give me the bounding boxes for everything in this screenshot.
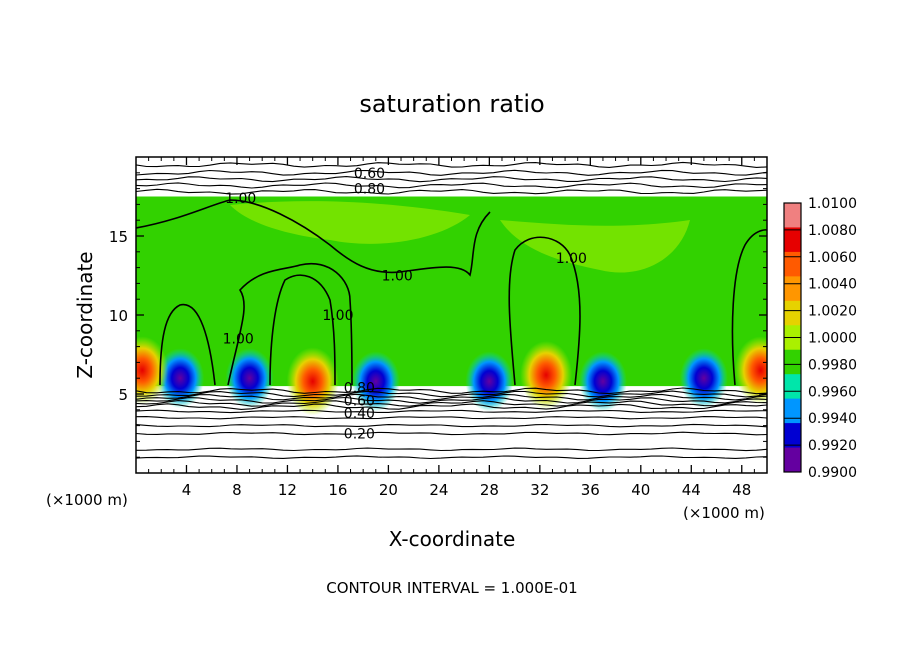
x-axis-title: X-coordinate [389, 527, 516, 551]
colorbar-label: 1.0080 [808, 223, 857, 239]
contour-label: 1.00 [223, 332, 254, 348]
cold-core [465, 351, 514, 412]
x-tick-label: 36 [581, 481, 600, 499]
colorbar-label: 1.0040 [808, 277, 857, 293]
isoline-lower [136, 387, 767, 395]
colorbar-label: 0.9980 [808, 357, 857, 373]
contour-label: 0.20 [344, 427, 375, 443]
colorbar-label: 1.0020 [808, 304, 857, 320]
colorbar-label: 1.0100 [808, 196, 857, 212]
warm-core [136, 336, 169, 405]
colorbar-label: 0.9900 [808, 465, 857, 481]
warm-core [520, 341, 573, 410]
lime-patch [230, 201, 470, 244]
isoline-upper [136, 182, 767, 189]
colorbar-label: 1.0060 [808, 250, 857, 266]
contour-1.00-upper [136, 199, 491, 277]
isoline-lower [136, 455, 767, 460]
isoline-lower [136, 400, 767, 407]
colorbar-swatch [784, 398, 801, 424]
isoline-lower [136, 390, 767, 398]
colorbar-swatch [784, 447, 801, 473]
colorbar-swatch [784, 227, 801, 253]
y-axis-title: Z-coordinate [73, 251, 97, 378]
x-tick-label: 48 [732, 481, 751, 499]
colorbar-label: 0.9920 [808, 438, 857, 454]
colorbar-label: 1.0000 [808, 331, 857, 347]
cold-core [679, 348, 728, 409]
isoline-lower [136, 396, 767, 404]
isoline-upper [136, 176, 767, 183]
x-tick-label: 24 [429, 481, 448, 499]
x-tick-label: 4 [182, 481, 192, 499]
contour-label: 1.00 [556, 251, 587, 267]
y-tick-label: 5 [118, 386, 128, 404]
isoline-lower [136, 409, 767, 414]
contour-label: 0.60 [344, 393, 375, 409]
x-tick-label: 40 [631, 481, 650, 499]
colorbar-label: 0.9940 [808, 411, 857, 427]
colorbar-swatch [784, 276, 801, 302]
x-tick-label: 12 [278, 481, 297, 499]
contour-label: 0.60 [354, 166, 385, 182]
isoline-lower [136, 416, 767, 420]
contour-label: 0.80 [354, 182, 385, 198]
colorbar-swatch [784, 251, 801, 277]
isoline-lower [136, 393, 767, 401]
colorbar-swatch [784, 203, 801, 228]
lime-patch [500, 220, 690, 273]
y-tick-label: 15 [109, 228, 128, 246]
contour-label: 1.00 [322, 308, 353, 324]
y-tick-label: 10 [109, 307, 128, 325]
colorbar-swatch [784, 349, 801, 375]
isoline-upper [136, 188, 767, 195]
x-tick-label: 44 [682, 481, 701, 499]
cold-core [225, 348, 274, 409]
x-tick-label: 16 [328, 481, 347, 499]
warm-core [734, 336, 767, 405]
isoline-upper [136, 169, 767, 176]
contour-label: 1.00 [382, 269, 413, 285]
x-tick-label: 28 [480, 481, 499, 499]
chart-title: saturation ratio [359, 90, 544, 118]
isoline-upper [136, 161, 767, 168]
colorbar-swatch [784, 374, 801, 400]
x-tick-label: 20 [379, 481, 398, 499]
isoline-lower [136, 431, 767, 436]
contour-label: 0.40 [344, 406, 375, 422]
x-tick-label: 32 [530, 481, 549, 499]
colorbar-swatch [784, 423, 801, 449]
contour-1.00-column [731, 229, 767, 386]
colorbar-label: 0.9960 [808, 384, 857, 400]
isoline-lower [136, 403, 767, 410]
contour-label: 1.00 [225, 191, 256, 207]
x-unit-right: (×1000 m) [683, 504, 765, 522]
colorbar-swatch [784, 300, 801, 326]
contour-1.00-column [269, 274, 336, 386]
contour-1.00-column [227, 262, 353, 386]
isoline-lower [136, 423, 767, 428]
colorbar: 1.0100 1.0080 1.0060 1.0040 1.0020 1.0000 0.99… [783, 196, 857, 481]
cold-core [351, 351, 400, 412]
x-unit-left: (×1000 m) [46, 491, 128, 509]
isoline-lower [136, 447, 767, 452]
contour-interval-note: CONTOUR INTERVAL = 1.000E-01 [326, 579, 577, 597]
contour-1.00-column [159, 303, 216, 386]
contour-label: 0.80 [344, 381, 375, 397]
cold-core [156, 348, 205, 409]
contour-1.00-column [508, 236, 581, 386]
x-tick-label: 8 [232, 481, 242, 499]
